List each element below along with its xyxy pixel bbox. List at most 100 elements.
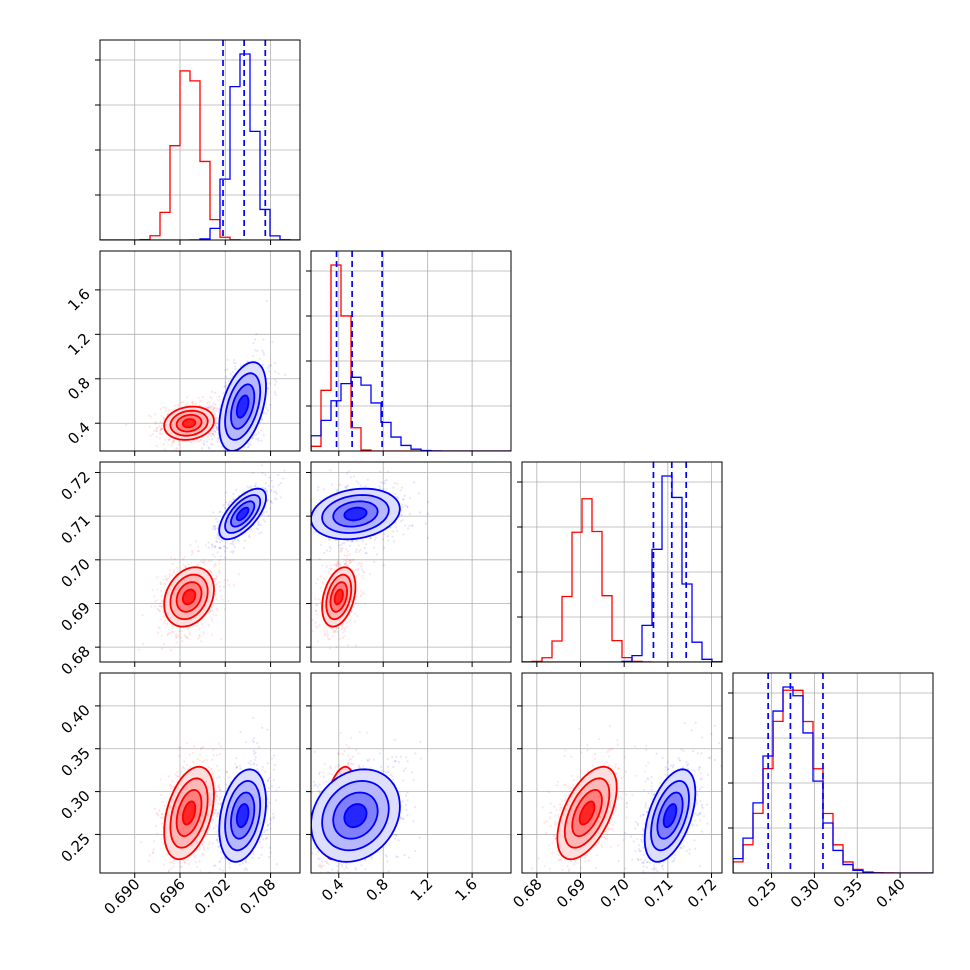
scatter-point — [261, 486, 264, 489]
scatter-point — [212, 603, 215, 606]
scatter-point — [340, 543, 343, 546]
scatter-point — [260, 853, 263, 857]
scatter-point — [252, 354, 255, 358]
scatter-point — [170, 867, 173, 870]
scatter-point — [227, 503, 230, 507]
scatter-point — [232, 549, 235, 553]
scatter-point — [211, 432, 214, 435]
scatter-point — [220, 637, 223, 641]
scatter-point — [360, 565, 363, 568]
scatter-point — [343, 562, 347, 566]
scatter-point — [252, 853, 255, 856]
scatter-point — [217, 840, 220, 843]
panel-0-0 — [95, 39, 301, 245]
scatter-point — [224, 381, 227, 384]
scatter-point — [339, 564, 342, 568]
scatter-point — [178, 746, 181, 749]
scatter-point — [218, 547, 221, 550]
scatter-point — [385, 478, 388, 482]
scatter-point — [259, 523, 263, 526]
scatter-point — [262, 511, 265, 514]
scatter-point — [141, 642, 145, 645]
scatter-point — [233, 546, 236, 549]
scatter-point — [319, 586, 322, 589]
scatter-point — [373, 538, 376, 541]
scatter-point — [183, 555, 186, 558]
scatter-point — [161, 433, 164, 436]
scatter-point — [239, 767, 242, 770]
scatter-point — [260, 429, 263, 432]
scatter-point — [195, 438, 199, 441]
scatter-point — [215, 426, 219, 429]
scatter-point — [214, 545, 217, 548]
scatter-point — [196, 865, 199, 868]
scatter-point — [161, 800, 164, 803]
contour-0-series-0 — [163, 765, 215, 861]
scatter-point — [328, 545, 331, 548]
scatter-point — [266, 828, 269, 831]
scatter-point — [219, 510, 222, 513]
scatter-point — [233, 365, 237, 368]
scatter-point — [357, 544, 360, 547]
y-tick-label: 0.8 — [64, 374, 94, 404]
scatter-point — [231, 551, 235, 554]
scatter-point — [359, 589, 362, 592]
scatter-point — [274, 378, 277, 381]
scatter-point — [273, 362, 277, 365]
scatter-point — [208, 404, 211, 407]
scatter-point — [245, 457, 247, 459]
scatter-point — [217, 785, 220, 788]
y-tick-label: 1.6 — [64, 285, 94, 315]
scatter-point — [207, 828, 210, 832]
scatter-point — [257, 431, 260, 435]
scatter-point — [215, 421, 218, 424]
scatter-point — [227, 878, 229, 880]
scatter-point — [208, 438, 211, 441]
scatter-point — [163, 642, 166, 645]
scatter-point — [269, 818, 272, 822]
scatter-point — [214, 517, 218, 520]
scatter-point — [207, 446, 210, 449]
scatter-point — [243, 868, 246, 871]
scatter-point — [207, 541, 210, 544]
scatter-point — [137, 648, 141, 651]
scatter-point — [169, 787, 173, 790]
scatter-point — [364, 485, 367, 488]
scatter-point — [174, 773, 177, 776]
scatter-point — [303, 495, 305, 497]
scatter-point — [160, 427, 164, 431]
scatter-point — [231, 542, 234, 545]
scatter-point — [222, 874, 224, 876]
scatter-point — [321, 581, 324, 584]
scatter-point — [159, 582, 162, 586]
scatter-point — [246, 446, 250, 449]
scatter-point — [211, 609, 214, 612]
scatter-point — [212, 407, 216, 410]
scatter-point — [202, 561, 205, 564]
scatter-point — [230, 500, 233, 503]
scatter-point — [152, 848, 155, 851]
scatter-point — [345, 486, 348, 490]
scatter-point — [177, 440, 180, 443]
scatter-point — [161, 812, 164, 815]
scatter-point — [266, 779, 270, 782]
scatter-point — [323, 632, 326, 635]
scatter-point — [198, 848, 201, 851]
scatter-point — [166, 853, 169, 856]
scatter-point — [160, 427, 163, 430]
scatter-point — [268, 476, 271, 479]
scatter-point — [215, 577, 218, 580]
scatter-point — [244, 741, 247, 744]
scatter-point — [151, 852, 154, 855]
scatter-point — [184, 403, 187, 406]
scatter-point — [197, 637, 200, 640]
scatter-point — [270, 479, 273, 483]
scatter-point — [216, 609, 219, 612]
scatter-point — [172, 631, 175, 634]
scatter-point — [405, 505, 409, 508]
scatter-point — [188, 633, 191, 636]
scatter-point — [347, 470, 350, 473]
scatter-point — [325, 565, 328, 569]
scatter-point — [262, 412, 265, 415]
scatter-point — [208, 401, 211, 404]
